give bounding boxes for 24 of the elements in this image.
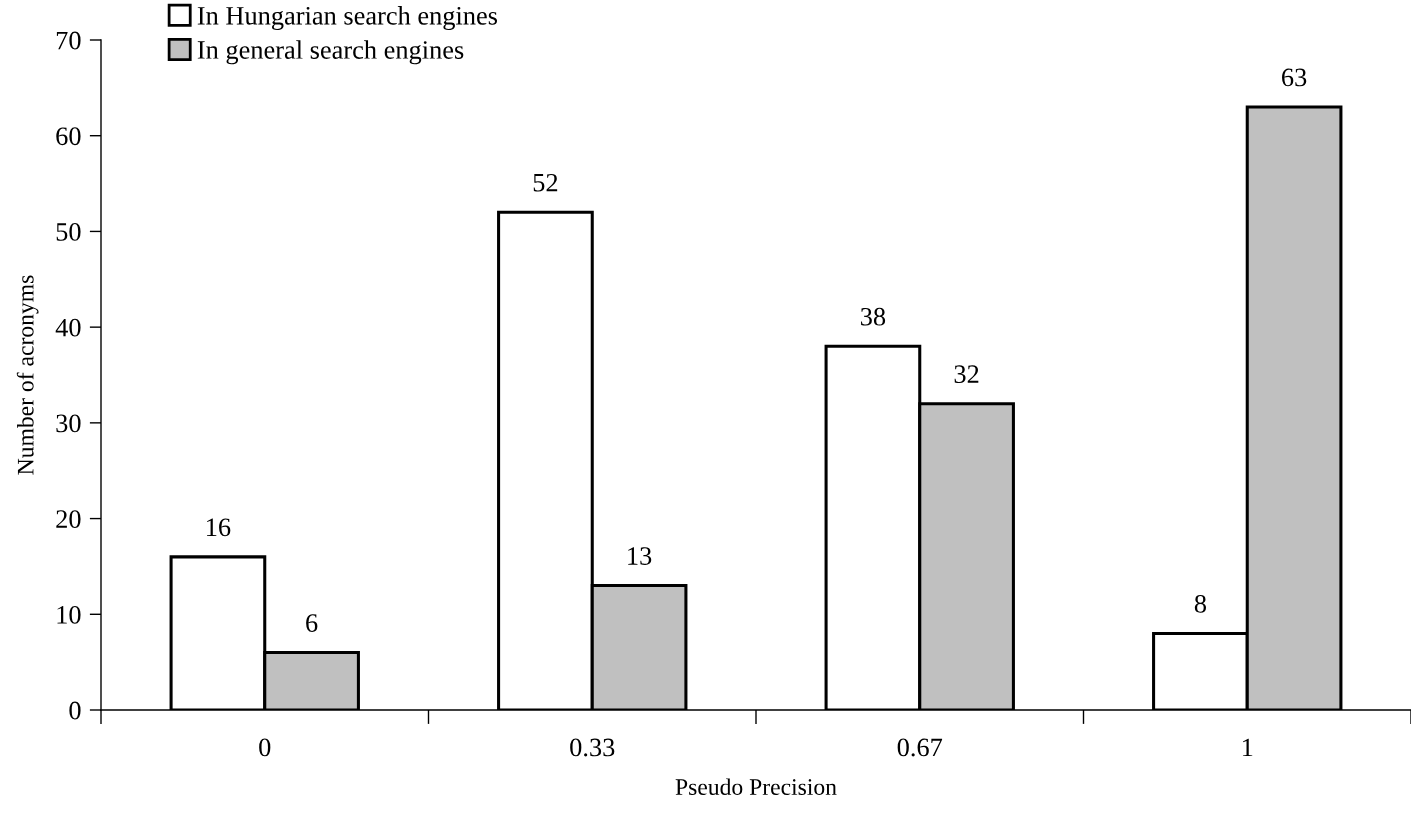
legend-label: In general search engines [197, 40, 464, 65]
data-label: 13 [628, 547, 652, 565]
y-tick-label: 0 [69, 701, 81, 720]
y-tick-label: 50 [56, 223, 81, 241]
y-tick-label: 30 [56, 414, 81, 433]
x-tick-label: 1 [1242, 738, 1253, 757]
data-label: 16 [207, 518, 231, 537]
data-label: 38 [860, 307, 886, 326]
data-label: 8 [1194, 594, 1207, 613]
x-tick-label: 0.33 [570, 738, 615, 757]
y-tick-label: 40 [55, 318, 81, 337]
legend-label: In Hungarian search engines [197, 6, 498, 31]
y-tick-label: 60 [56, 127, 81, 146]
data-label: 32 [954, 365, 979, 384]
data-label: 52 [533, 173, 558, 192]
data-label: 63 [1282, 68, 1307, 87]
x-tick-label: 0.67 [897, 738, 943, 757]
y-tick-label: 20 [56, 510, 81, 528]
y-tick-label: 70 [56, 31, 81, 50]
x-axis-title: Pseudo Precision [675, 778, 837, 795]
y-tick-label: 10 [57, 605, 81, 624]
data-label: 6 [306, 614, 318, 632]
x-tick-label: 0 [259, 738, 271, 757]
y-axis-title: Number of acronyms [16, 275, 39, 475]
